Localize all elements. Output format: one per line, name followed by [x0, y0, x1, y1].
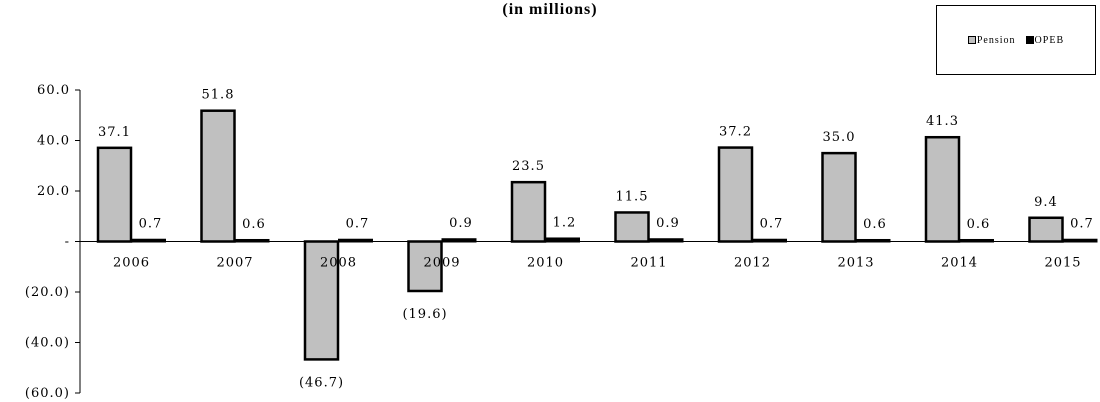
bar-opeb [855, 238, 891, 243]
bar-pension [924, 135, 961, 243]
x-tick-label: 2012 [734, 256, 771, 271]
bar-pension [200, 109, 236, 243]
bar-opeb [234, 238, 270, 243]
y-tick-label: 20.0 [37, 184, 70, 199]
data-label-opeb: 0.7 [139, 217, 163, 232]
bar-opeb [338, 238, 373, 243]
bar-opeb [131, 238, 166, 243]
data-label-opeb: 1.2 [553, 215, 577, 230]
bar-opeb [441, 238, 477, 243]
data-label-opeb: 0.6 [967, 217, 991, 232]
data-label-pension: 37.2 [719, 125, 752, 140]
legend-label-opeb: OPEB [1034, 34, 1065, 46]
chart-subtitle: (in millions) [502, 1, 598, 18]
x-tick-label: 2013 [837, 256, 874, 271]
data-label-pension: 23.5 [512, 159, 545, 174]
data-label-opeb: 0.6 [863, 217, 887, 232]
bar-pension [407, 240, 443, 293]
data-label-opeb: 0.7 [346, 217, 370, 232]
chart-legend: Pension OPEB [936, 5, 1096, 75]
data-label-pension: 9.4 [1034, 195, 1058, 210]
data-label-opeb: 0.9 [449, 216, 473, 231]
y-tick-label: (60.0) [25, 386, 70, 401]
legend-item-opeb: OPEB [1025, 34, 1065, 46]
bar-pension [510, 180, 547, 243]
data-label-pension: 35.0 [823, 130, 856, 145]
data-label-pension: 11.5 [616, 189, 649, 204]
bar-opeb [959, 238, 994, 243]
bar-opeb [752, 238, 787, 243]
legend-item-pension: Pension [967, 34, 1016, 46]
x-tick-label: 2014 [941, 256, 978, 271]
data-label-pension: 37.1 [98, 125, 131, 140]
data-label-pension: (19.6) [402, 307, 447, 322]
bar-pension [717, 146, 754, 243]
y-tick-label: (20.0) [25, 285, 70, 300]
bar-opeb [1062, 238, 1098, 243]
bar-pension [96, 146, 133, 243]
legend-swatch-opeb [1025, 36, 1034, 44]
data-label-pension: (46.7) [299, 375, 344, 390]
y-tick-label: 40.0 [37, 134, 70, 149]
data-label-opeb: 0.7 [1070, 217, 1094, 232]
x-tick-label: 2015 [1044, 256, 1081, 271]
y-tick-label: 60.0 [37, 83, 70, 98]
x-tick-label: 2010 [527, 256, 564, 271]
data-label-opeb: 0.6 [242, 217, 266, 232]
data-label-opeb: 0.7 [760, 217, 784, 232]
x-tick-label: 2006 [113, 256, 150, 271]
bar-opeb [648, 238, 684, 243]
x-tick-label: 2011 [630, 256, 667, 271]
bar-pension [303, 240, 340, 361]
data-label-pension: 51.8 [202, 88, 235, 103]
x-tick-label: 2007 [216, 256, 253, 271]
legend-swatch-pension [967, 36, 976, 44]
bar-opeb [545, 237, 580, 243]
x-tick-label: 2009 [423, 256, 460, 271]
data-label-opeb: 0.9 [656, 216, 680, 231]
y-tick-label: (40.0) [25, 336, 70, 351]
bar-pension [1028, 216, 1064, 243]
y-tick-label: - [65, 235, 70, 250]
legend-label-pension: Pension [976, 34, 1016, 46]
bar-pension [614, 211, 650, 243]
data-label-pension: 41.3 [926, 114, 959, 129]
bar-pension [821, 151, 857, 243]
x-tick-label: 2008 [320, 256, 357, 271]
